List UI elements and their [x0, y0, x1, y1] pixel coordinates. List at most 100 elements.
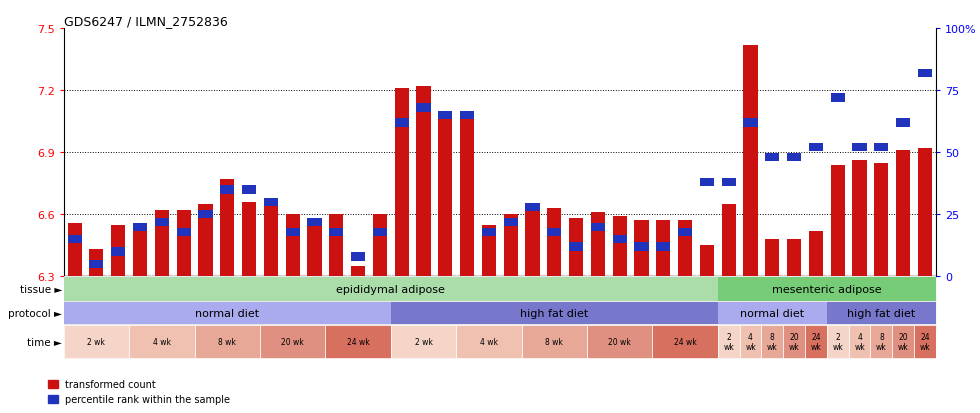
- Bar: [329, 228, 343, 236]
- Text: 2
wk: 2 wk: [832, 332, 843, 351]
- Bar: [264, 202, 278, 277]
- Bar: [896, 119, 910, 127]
- Bar: [504, 218, 517, 226]
- Bar: [918, 149, 932, 277]
- Bar: [805, 325, 827, 358]
- Bar: [198, 211, 213, 219]
- Text: epididymal adipose: epididymal adipose: [336, 284, 445, 294]
- Bar: [155, 211, 169, 277]
- Text: high fat diet: high fat diet: [520, 308, 588, 318]
- Text: mesenteric adipose: mesenteric adipose: [772, 284, 882, 294]
- Bar: [591, 213, 605, 277]
- Bar: [678, 228, 692, 236]
- Text: 4 wk: 4 wk: [480, 337, 498, 347]
- Bar: [456, 325, 521, 358]
- Bar: [264, 198, 278, 206]
- Bar: [547, 228, 562, 236]
- Text: GDS6247 / ILMN_2752836: GDS6247 / ILMN_2752836: [64, 15, 227, 28]
- Bar: [808, 231, 823, 277]
- Text: normal diet: normal diet: [740, 308, 805, 318]
- Bar: [285, 215, 300, 277]
- Bar: [242, 186, 256, 194]
- Bar: [744, 45, 758, 277]
- Bar: [787, 240, 802, 277]
- Bar: [744, 119, 758, 127]
- Bar: [89, 250, 104, 277]
- Bar: [721, 178, 736, 187]
- Text: 2 wk: 2 wk: [87, 337, 105, 347]
- Text: 24
wk: 24 wk: [919, 332, 930, 351]
- Text: 4 wk: 4 wk: [153, 337, 171, 347]
- Bar: [133, 225, 147, 277]
- Bar: [325, 325, 391, 358]
- Bar: [717, 302, 827, 324]
- Bar: [761, 325, 783, 358]
- Bar: [892, 325, 914, 358]
- Bar: [765, 154, 779, 162]
- Bar: [853, 161, 866, 277]
- Bar: [391, 325, 457, 358]
- Bar: [220, 180, 234, 277]
- Bar: [111, 225, 125, 277]
- Bar: [351, 253, 366, 261]
- Bar: [260, 325, 325, 358]
- Bar: [849, 325, 870, 358]
- Text: 20 wk: 20 wk: [609, 337, 631, 347]
- Text: time ►: time ►: [27, 337, 62, 347]
- Bar: [914, 325, 936, 358]
- Bar: [678, 221, 692, 277]
- Bar: [525, 211, 540, 277]
- Text: 20 wk: 20 wk: [281, 337, 304, 347]
- Bar: [64, 302, 391, 324]
- Bar: [64, 277, 717, 301]
- Bar: [717, 325, 740, 358]
- Text: 8 wk: 8 wk: [219, 337, 236, 347]
- Bar: [547, 209, 562, 277]
- Bar: [808, 144, 823, 152]
- Bar: [395, 119, 409, 127]
- Bar: [482, 228, 496, 236]
- Text: 2
wk: 2 wk: [723, 332, 734, 351]
- Bar: [194, 325, 260, 358]
- Bar: [391, 302, 717, 324]
- Bar: [155, 218, 169, 226]
- Text: 24
wk: 24 wk: [810, 332, 821, 351]
- Bar: [569, 219, 583, 277]
- Bar: [721, 204, 736, 277]
- Bar: [460, 112, 474, 120]
- Bar: [89, 260, 104, 268]
- Legend: transformed count, percentile rank within the sample: transformed count, percentile rank withi…: [44, 375, 234, 408]
- Bar: [612, 235, 627, 244]
- Bar: [198, 204, 213, 277]
- Text: 24 wk: 24 wk: [674, 337, 697, 347]
- Text: tissue ►: tissue ►: [20, 284, 62, 294]
- Bar: [329, 215, 343, 277]
- Bar: [717, 277, 936, 301]
- Bar: [657, 221, 670, 277]
- Bar: [64, 325, 129, 358]
- Bar: [612, 217, 627, 277]
- Bar: [740, 325, 761, 358]
- Bar: [460, 112, 474, 277]
- Bar: [482, 225, 496, 277]
- Bar: [111, 248, 125, 256]
- Text: 8 wk: 8 wk: [546, 337, 563, 347]
- Bar: [587, 325, 653, 358]
- Text: 4
wk: 4 wk: [855, 332, 865, 351]
- Text: 8
wk: 8 wk: [876, 332, 887, 351]
- Bar: [870, 325, 892, 358]
- Bar: [395, 89, 409, 277]
- Bar: [525, 203, 540, 211]
- Bar: [372, 215, 387, 277]
- Text: 24 wk: 24 wk: [347, 337, 369, 347]
- Text: 2 wk: 2 wk: [415, 337, 432, 347]
- Bar: [827, 325, 849, 358]
- Bar: [68, 235, 81, 244]
- Bar: [220, 186, 234, 194]
- Bar: [874, 144, 889, 152]
- Bar: [853, 144, 866, 152]
- Bar: [242, 202, 256, 277]
- Bar: [634, 243, 649, 251]
- Bar: [176, 211, 191, 277]
- Text: normal diet: normal diet: [195, 308, 260, 318]
